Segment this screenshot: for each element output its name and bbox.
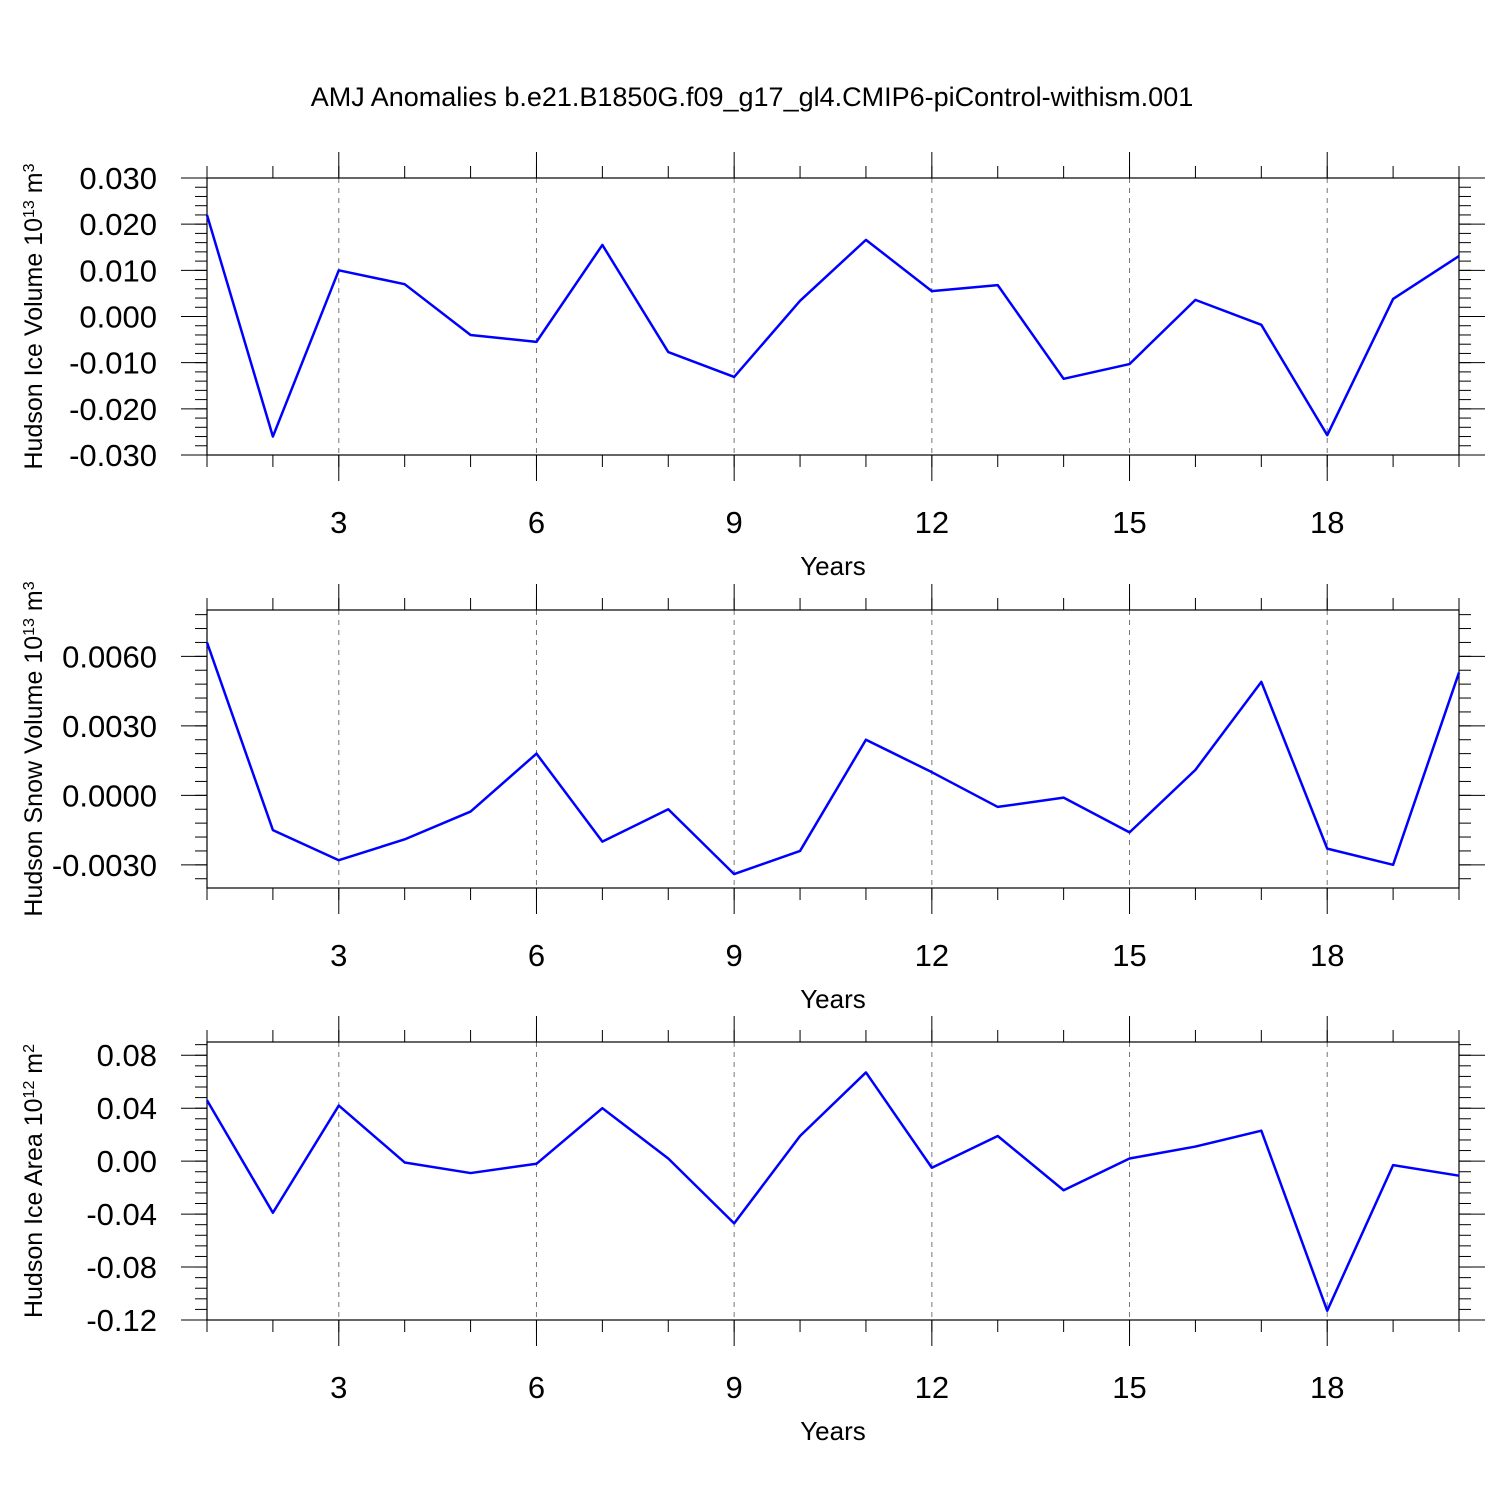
- plot-frame: [206, 609, 1460, 889]
- y-axis-label-part: Hudson Ice Volume 10: [20, 218, 48, 470]
- y-tick-label: -0.0030: [52, 848, 157, 883]
- y-tick-label: 0.010: [79, 253, 157, 288]
- y-tick-label: 0.00: [97, 1144, 157, 1179]
- y-tick-label: 0.0060: [62, 639, 157, 674]
- x-tick-label: 12: [915, 1370, 949, 1405]
- y-axis-label-part: 3: [21, 163, 38, 172]
- x-tick-label: 18: [1310, 938, 1344, 973]
- x-tick-label: 9: [726, 938, 743, 973]
- y-tick-label: 0.030: [79, 161, 157, 196]
- x-tick-label: 9: [726, 1370, 743, 1405]
- y-tick-label: -0.12: [86, 1303, 157, 1338]
- plot-frame: [206, 1041, 1460, 1321]
- x-tick-label: 15: [1112, 938, 1146, 973]
- x-tick-label: 3: [330, 505, 347, 540]
- y-tick-label: 0.0000: [62, 778, 157, 813]
- x-tick-label: 6: [528, 1370, 545, 1405]
- x-axis-label: Years: [800, 1416, 866, 1446]
- x-tick-label: 18: [1310, 505, 1344, 540]
- y-tick-label: -0.010: [69, 346, 157, 381]
- y-axis-label-part: m: [20, 590, 48, 618]
- y-tick-label: 0.0030: [62, 709, 157, 744]
- x-tick-label: 9: [726, 505, 743, 540]
- y-tick-label: 0.08: [97, 1038, 157, 1073]
- y-tick-label: 0.020: [79, 207, 157, 242]
- y-tick-label: 0.04: [97, 1091, 157, 1126]
- x-tick-label: 6: [528, 505, 545, 540]
- y-axis-label-part: Hudson Snow Volume 10: [20, 636, 48, 917]
- chart-title: AMJ Anomalies b.e21.B1850G.f09_g17_gl4.C…: [311, 82, 1193, 112]
- x-tick-label: 12: [915, 505, 949, 540]
- y-tick-label: -0.08: [86, 1250, 157, 1285]
- y-tick-label: -0.030: [69, 438, 157, 473]
- y-axis-label: Hudson Ice Area 1012 m2: [20, 1044, 48, 1318]
- y-axis-label-part: 3: [21, 581, 38, 590]
- y-axis-label-part: 12: [21, 1081, 38, 1099]
- y-tick-label: 0.000: [79, 300, 157, 335]
- x-tick-label: 15: [1112, 1370, 1146, 1405]
- data-line: [205, 214, 1460, 438]
- x-axis-label: Years: [800, 551, 866, 581]
- x-tick-label: 6: [528, 938, 545, 973]
- y-tick-label: -0.04: [86, 1197, 157, 1232]
- y-axis-label-part: 2: [21, 1044, 38, 1053]
- x-tick-label: 18: [1310, 1370, 1344, 1405]
- data-line: [205, 1071, 1460, 1312]
- plot-frame: [206, 177, 1460, 456]
- y-tick-label: -0.020: [69, 392, 157, 427]
- y-axis-label: Hudson Ice Volume 1013 m3: [20, 163, 48, 469]
- data-line: [205, 642, 1461, 876]
- y-axis-label-part: 13: [21, 618, 38, 636]
- x-tick-label: 3: [330, 1370, 347, 1405]
- x-tick-label: 12: [915, 938, 949, 973]
- x-tick-label: 3: [330, 938, 347, 973]
- x-axis-label: Years: [800, 984, 866, 1014]
- x-tick-label: 15: [1112, 505, 1146, 540]
- y-axis-label-part: m: [20, 172, 48, 200]
- y-axis-label: Hudson Snow Volume 1013 m3: [20, 581, 48, 916]
- y-axis-label-part: m: [20, 1053, 48, 1081]
- y-axis-label-part: Hudson Ice Area 10: [20, 1098, 48, 1318]
- y-axis-label-part: 13: [21, 200, 38, 218]
